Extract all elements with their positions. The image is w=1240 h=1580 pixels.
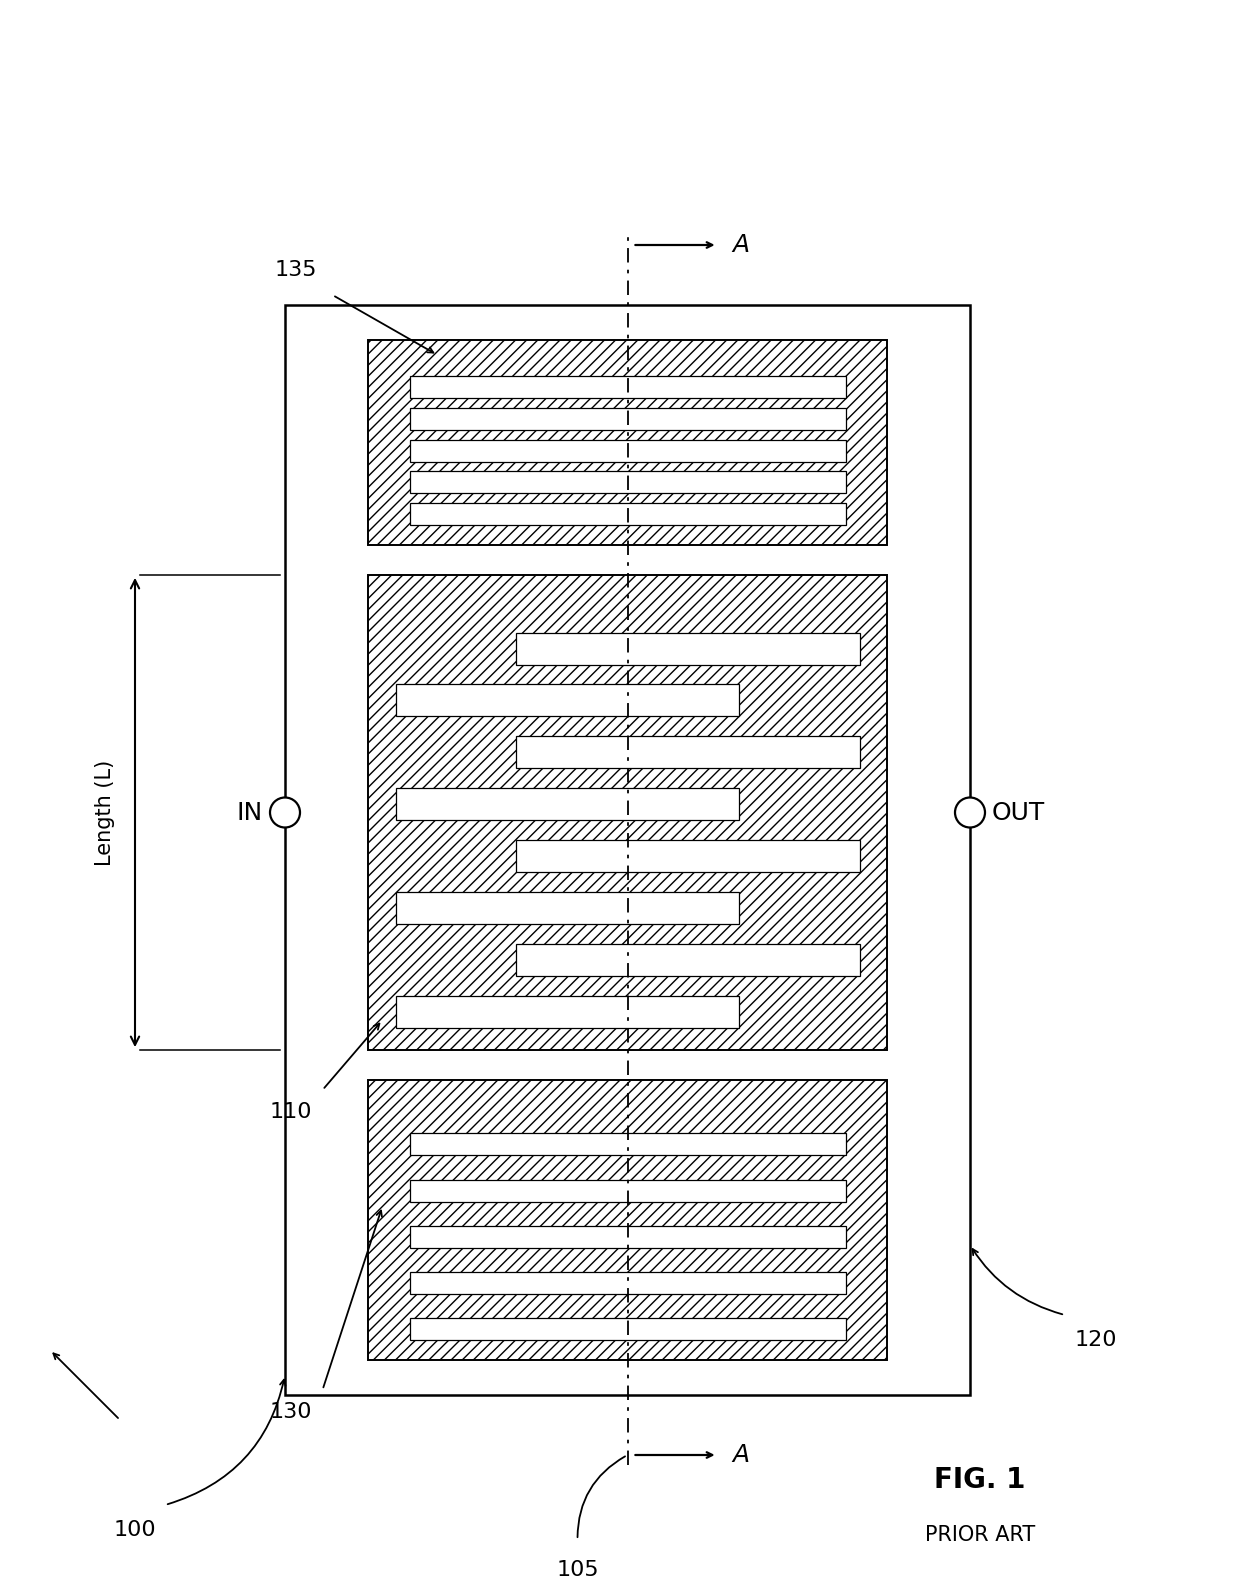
Bar — [409, 471, 846, 493]
Bar — [409, 439, 846, 461]
Bar — [396, 995, 739, 1029]
Text: OUT: OUT — [992, 801, 1045, 825]
Bar — [409, 502, 846, 525]
Text: A: A — [733, 232, 750, 258]
Bar — [409, 408, 846, 430]
Text: IN: IN — [237, 801, 263, 825]
Text: 100: 100 — [114, 1520, 156, 1540]
Bar — [516, 945, 859, 976]
Bar — [367, 575, 888, 1051]
Bar — [409, 376, 846, 398]
Bar — [396, 788, 739, 820]
Bar — [396, 893, 739, 924]
Text: 110: 110 — [270, 1101, 312, 1122]
Bar — [516, 632, 859, 665]
Text: 130: 130 — [270, 1401, 312, 1422]
Bar — [409, 1318, 846, 1340]
Text: PRIOR ART: PRIOR ART — [925, 1525, 1035, 1545]
Bar — [409, 1226, 846, 1248]
Bar — [367, 340, 888, 545]
Circle shape — [955, 798, 985, 828]
Bar — [285, 305, 970, 1395]
Text: 105: 105 — [557, 1559, 599, 1580]
Bar — [409, 1272, 846, 1294]
Bar — [409, 1180, 846, 1201]
Text: FIG. 1: FIG. 1 — [934, 1466, 1025, 1495]
Text: A: A — [733, 1443, 750, 1466]
Circle shape — [270, 798, 300, 828]
Bar — [516, 736, 859, 768]
Text: 120: 120 — [1075, 1330, 1117, 1349]
Text: Length (L): Length (L) — [95, 760, 115, 866]
Bar — [396, 684, 739, 716]
Text: 135: 135 — [275, 261, 317, 280]
Bar — [367, 1081, 888, 1360]
Bar — [516, 841, 859, 872]
Bar — [409, 1133, 846, 1155]
